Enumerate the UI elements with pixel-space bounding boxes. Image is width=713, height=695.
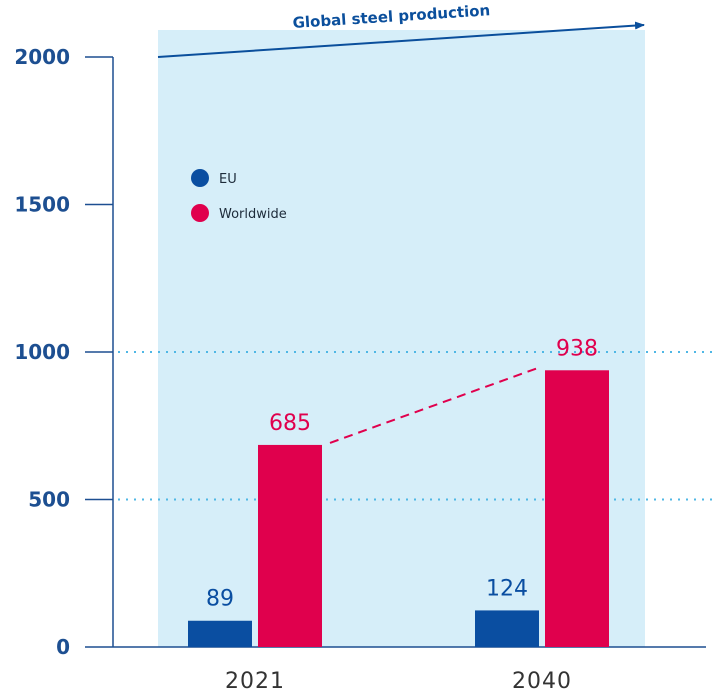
y-axis: 0 500 1000 1500 2000 (14, 45, 113, 659)
legend-marker-eu (191, 169, 209, 187)
y-tick-label-1500: 1500 (14, 193, 70, 217)
legend: EU Worldwide (191, 169, 287, 222)
trend-line-worldwide (329, 367, 538, 444)
bar-worldwide-2021 (258, 444, 322, 647)
data-label-worldwide-2021: 685 (269, 411, 311, 436)
trend-connector (329, 367, 538, 444)
data-label-eu-2021: 89 (206, 587, 234, 612)
data-labels: 89 124 685 938 (206, 336, 598, 611)
data-label-worldwide-2040: 938 (556, 336, 598, 361)
bar-worldwide-2040 (545, 370, 609, 647)
y-tick-label-500: 500 (28, 488, 70, 512)
bar-eu-2021 (188, 620, 252, 647)
x-tick-label-2040: 2040 (512, 669, 572, 694)
legend-marker-worldwide (191, 204, 209, 222)
bars (188, 370, 609, 647)
bar-eu-2040 (475, 610, 539, 647)
x-tick-label-2021: 2021 (225, 669, 285, 694)
y-tick-label-2000: 2000 (14, 45, 70, 69)
data-label-eu-2040: 124 (486, 576, 528, 601)
legend-label-worldwide: Worldwide (219, 207, 287, 222)
legend-label-eu: EU (219, 172, 237, 187)
band-arrow (157, 21, 645, 58)
band-title: Global steel production (292, 1, 491, 32)
y-tick-label-1000: 1000 (14, 340, 70, 364)
y-tick-label-0: 0 (56, 635, 70, 659)
x-axis: 2021 2040 (225, 669, 572, 694)
gridlines (118, 351, 713, 501)
